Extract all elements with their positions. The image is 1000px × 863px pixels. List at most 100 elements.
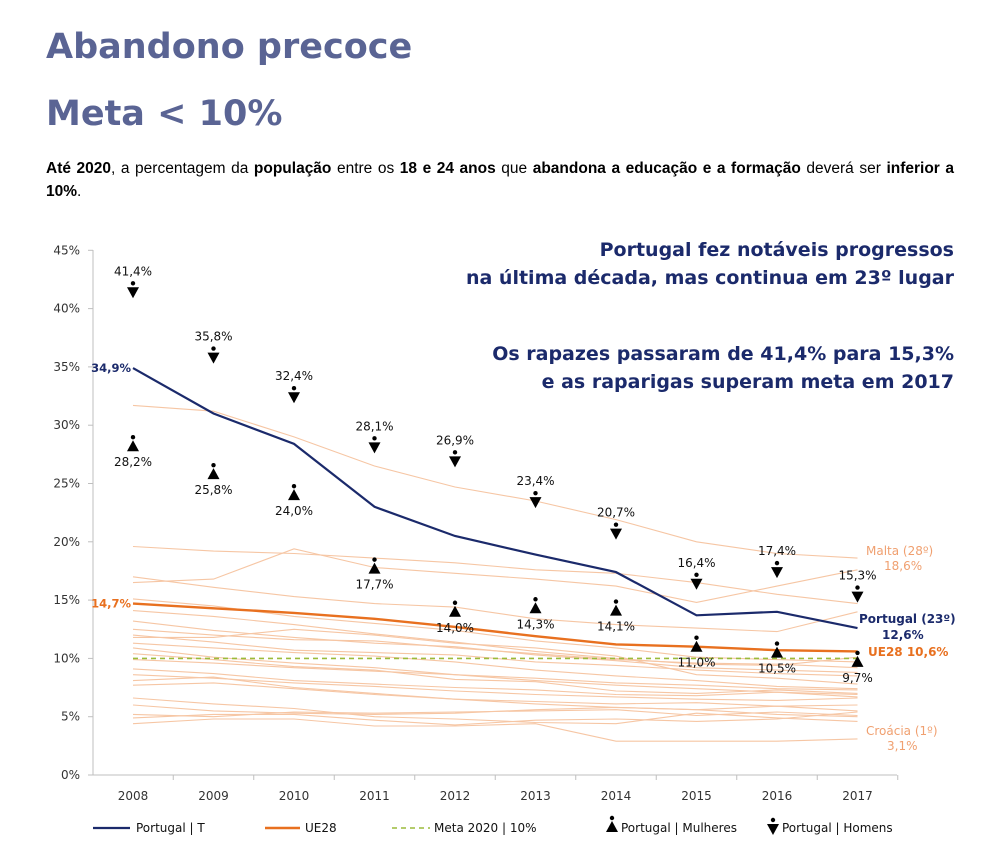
country-line: [133, 628, 858, 685]
country-line: [132, 647, 858, 696]
country-line: [132, 659, 858, 691]
women-marker: [127, 434, 139, 452]
x-tick-label: 2009: [198, 789, 229, 803]
portugal-end-label: Portugal (23º): [859, 612, 956, 626]
marker-head: [452, 450, 458, 455]
marker-body: [767, 824, 779, 835]
marker-body: [207, 468, 220, 480]
marker-body: [610, 604, 622, 616]
women-marker: [529, 597, 542, 614]
marker-body: [288, 392, 300, 404]
marker-head: [770, 817, 776, 823]
annotation-gender: Os rapazes passaram de 41,4% para 15,3% …: [492, 340, 954, 396]
portugal-end-value: 12,6%: [882, 628, 924, 642]
legend-eu28-label: UE28: [305, 821, 337, 835]
marker-body: [771, 646, 783, 658]
marker-body: [851, 655, 864, 667]
marker-head: [130, 434, 136, 440]
legend-men-label: Portugal | Homens: [782, 821, 893, 835]
country-line: [132, 404, 858, 559]
women-data-label: 14,1%: [597, 620, 635, 634]
intro-segment: que: [495, 160, 533, 177]
y-tick-label: 20%: [53, 535, 80, 549]
portugal-start-label: 34,9%: [91, 361, 131, 375]
intro-segment: abandona a educação e a formação: [532, 160, 801, 177]
men-marker: [449, 450, 461, 468]
women-data-label: 9,7%: [842, 671, 873, 685]
croatia-label: Croácia (1º): [866, 724, 938, 738]
marker-body: [529, 602, 542, 614]
marker-body: [127, 440, 139, 452]
portugal-total-line: [132, 367, 858, 630]
legend-portugal-label: Portugal | T: [136, 821, 205, 835]
women-data-label: 25,8%: [194, 483, 232, 497]
annotation-progress-line1: Portugal fez notáveis progressos: [599, 239, 954, 261]
gender-markers: [127, 281, 864, 667]
country-line: [132, 642, 858, 690]
men-marker: [529, 490, 542, 509]
marker-body: [449, 605, 461, 617]
legend-women-marker: [606, 815, 618, 832]
marker-head: [533, 597, 538, 602]
y-tick-label: 0%: [61, 768, 80, 782]
x-tick-label: 2017: [842, 789, 873, 803]
marker-body: [127, 287, 139, 299]
marker-head: [774, 641, 780, 646]
men-data-label: 28,1%: [355, 419, 393, 433]
malta-label: Malta (28º): [866, 544, 933, 558]
intro-segment: população: [253, 160, 332, 177]
x-tick-label: 2012: [440, 789, 471, 803]
intro-paragraph: Até 2020, a percentagem da população ent…: [46, 157, 954, 203]
annotation-gender-line1: Os rapazes passaram de 41,4% para 15,3%: [492, 343, 954, 365]
chart-axes: 0% 5% 10% 15% 20% 25% 30% 35% 40% 45% 2008 2009 2010…: [53, 243, 899, 803]
intro-segment: deverá ser: [800, 160, 887, 177]
men-marker: [690, 572, 703, 590]
y-tick-label: 15%: [53, 593, 80, 607]
marker-head: [694, 635, 699, 640]
women-marker: [851, 650, 864, 667]
men-data-label: 15,3%: [838, 569, 876, 583]
main-series: [132, 367, 858, 660]
intro-segment: inferior a 10%: [46, 160, 955, 200]
women-data-label: 10,5%: [758, 662, 796, 676]
x-tick-label: 2015: [681, 789, 712, 803]
women-data-label: 11,0%: [677, 656, 715, 670]
marker-head: [130, 281, 136, 286]
marker-head: [452, 600, 458, 605]
men-data-label: 26,9%: [436, 433, 474, 447]
men-data-label: 32,4%: [275, 369, 313, 383]
intro-segment: .: [77, 183, 82, 200]
marker-body: [771, 567, 783, 579]
x-tick-label: 2008: [118, 789, 149, 803]
country-line: [132, 709, 858, 718]
country-line: [132, 697, 858, 725]
y-tick-label: 25%: [53, 477, 80, 491]
country-line: [132, 718, 858, 742]
y-tick-label: 35%: [53, 360, 80, 374]
x-tick-label: 2014: [601, 789, 632, 803]
y-tick-label: 45%: [53, 243, 80, 257]
marker-body: [368, 562, 381, 574]
marker-body: [690, 578, 703, 590]
marker-head: [855, 585, 860, 590]
marker-head: [372, 436, 377, 441]
women-marker: [610, 599, 622, 616]
intro-segment: 18 e 24 anos: [399, 160, 496, 177]
country-line: [132, 711, 858, 726]
marker-head: [613, 599, 619, 604]
men-marker: [368, 436, 381, 454]
marker-body: [851, 591, 864, 603]
women-data-label: 24,0%: [275, 504, 313, 518]
men-marker: [127, 281, 139, 299]
marker-head: [291, 483, 297, 489]
eu28-start-label: 14,7%: [91, 597, 131, 611]
marker-body: [207, 352, 220, 364]
croatia-value: 3,1%: [887, 739, 918, 753]
country-line: [132, 545, 858, 605]
women-marker: [690, 635, 703, 652]
legend-men-marker: [767, 817, 779, 835]
x-tick-label: 2010: [279, 789, 310, 803]
women-marker: [449, 600, 461, 617]
marker-body: [288, 489, 300, 501]
marker-head: [211, 346, 216, 351]
